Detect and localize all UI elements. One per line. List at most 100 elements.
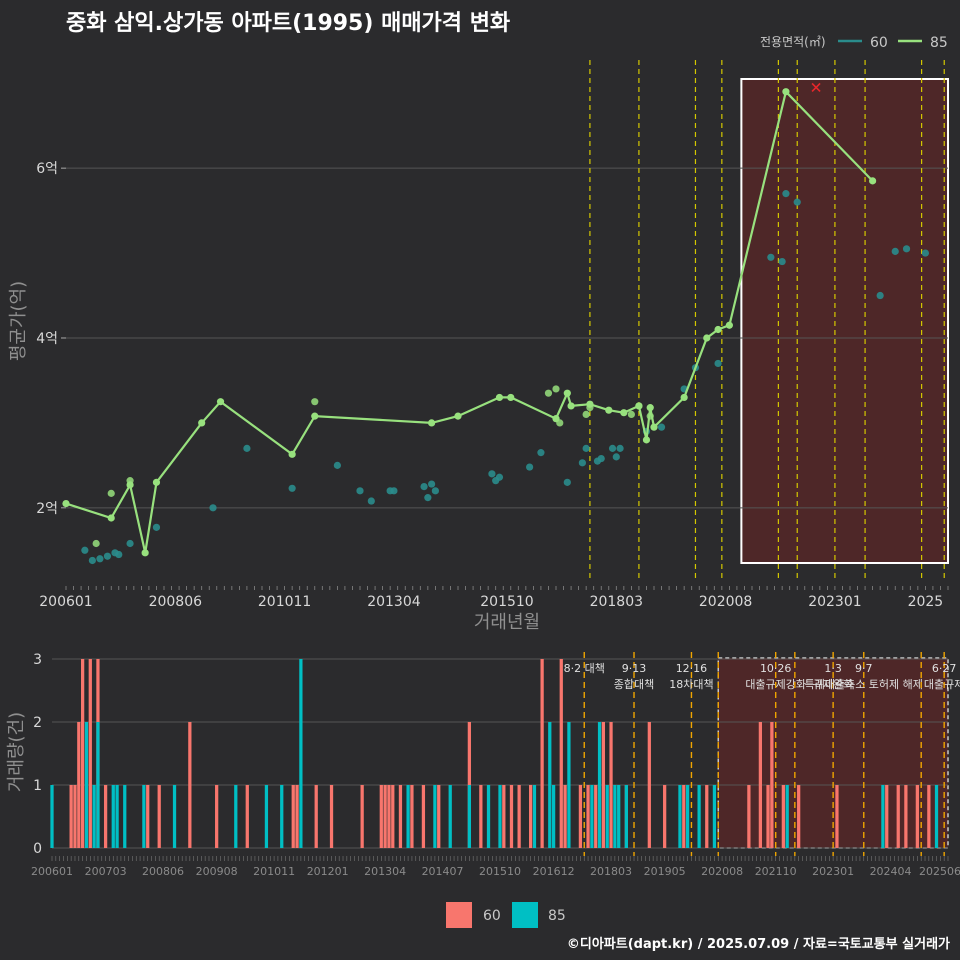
point-60 <box>563 478 571 486</box>
legend-label-85: 85 <box>930 35 948 51</box>
bar-60 <box>73 785 77 848</box>
bar-60 <box>146 785 150 848</box>
bar-60 <box>295 785 299 848</box>
bar-85 <box>172 785 177 848</box>
volume-x-tick-label: 200908 <box>196 865 238 878</box>
bar-60 <box>360 785 364 848</box>
point-60 <box>793 198 801 206</box>
bar-60 <box>781 785 785 848</box>
event-label: 9·13 <box>622 662 647 675</box>
event-label: 1·3 <box>824 662 842 675</box>
event-label: 특례대출축소 토허제 해제 <box>805 677 923 691</box>
y-tick-label: 6억 <box>36 161 58 177</box>
bar-85 <box>84 722 89 848</box>
bar-60 <box>904 785 908 848</box>
event-label: 8·2 대책 <box>564 662 605 675</box>
bar-60 <box>594 785 598 848</box>
bar-60 <box>578 785 583 848</box>
point-60 <box>578 459 586 467</box>
volume-x-tick-label: 200806 <box>142 865 184 878</box>
point-60 <box>356 487 364 495</box>
point-85 <box>152 478 161 486</box>
point-60 <box>88 556 96 565</box>
bar-60 <box>398 785 403 848</box>
bar-60 <box>766 785 770 848</box>
bar-85 <box>548 722 552 848</box>
volume-x-tick-label: 201612 <box>533 865 575 878</box>
point-85 <box>311 398 319 406</box>
bar-legend-label-85: 85 <box>548 908 566 924</box>
bar-60 <box>529 785 533 848</box>
bar-85 <box>590 785 594 848</box>
point-85 <box>563 389 571 397</box>
point-60 <box>657 423 666 431</box>
event-label: 대출규제 <box>924 678 960 691</box>
point-60 <box>420 482 428 491</box>
volume-x-tick-label: 201407 <box>422 865 464 878</box>
volume-x-tick-label: 202404 <box>870 865 912 878</box>
bar-60 <box>245 785 249 848</box>
bar-60 <box>705 785 709 848</box>
bar-60 <box>502 785 506 848</box>
point-85 <box>703 334 711 342</box>
point-60 <box>333 461 341 469</box>
point-85 <box>586 400 594 408</box>
bar-85 <box>299 659 303 848</box>
bar-85 <box>605 785 609 848</box>
bar-60 <box>188 722 192 848</box>
point-60 <box>767 253 775 261</box>
point-85 <box>680 393 688 402</box>
volume-x-tick-label: 201905 <box>644 865 686 878</box>
volume-y-tick-label: 1 <box>33 778 42 794</box>
bar-85 <box>448 785 452 848</box>
point-60 <box>921 249 929 257</box>
bar-85 <box>92 785 96 848</box>
bar-85 <box>617 785 621 848</box>
volume-x-tick-label: 201803 <box>590 865 632 878</box>
bar-60 <box>517 785 521 848</box>
x-tick-label: 201803 <box>590 594 643 610</box>
point-60 <box>537 449 545 457</box>
point-60 <box>431 487 439 495</box>
bar-60 <box>103 785 108 848</box>
volume-y-tick-label: 2 <box>33 715 42 731</box>
bar-60 <box>157 785 161 848</box>
x-tick-label: 202301 <box>808 594 861 610</box>
bar-85 <box>406 785 410 848</box>
bar-85 <box>934 785 939 848</box>
event-label: 6·27 <box>932 662 957 675</box>
point-60 <box>902 245 911 253</box>
point-60 <box>367 497 375 505</box>
bar-60 <box>758 722 763 848</box>
point-60 <box>612 453 620 461</box>
bar-60 <box>77 722 81 848</box>
area-legend: 전용면적(㎡) 60 85 <box>760 35 948 51</box>
chart-title: 중화 삼익.상가동 아파트(1995) 매매가격 변화 <box>66 11 510 36</box>
volume-x-tick-label: 200601 <box>31 865 73 878</box>
bar-85 <box>697 785 701 848</box>
volume-x-tick-label: 201510 <box>479 865 521 878</box>
legend-swatch-85 <box>512 902 538 928</box>
y-axis-title: 평균가(억) <box>8 281 29 361</box>
bar-85 <box>50 785 54 848</box>
point-85 <box>198 419 206 427</box>
point-60 <box>424 494 432 502</box>
point-60 <box>243 444 251 452</box>
point-60 <box>876 291 884 300</box>
bar-85 <box>532 785 537 848</box>
x-tick-label: 200806 <box>149 594 203 610</box>
bar-60 <box>682 785 686 848</box>
point-85 <box>454 412 462 420</box>
bar-60 <box>215 785 219 848</box>
bar-85 <box>111 785 115 848</box>
bar-85 <box>142 785 146 848</box>
point-60 <box>488 470 496 478</box>
volume-y-tick-label: 3 <box>33 652 42 668</box>
point-85 <box>428 419 436 427</box>
bar-85 <box>234 785 238 848</box>
bar-60 <box>915 785 919 848</box>
bar-60 <box>586 785 590 848</box>
volume-x-tick-label: 201011 <box>253 865 295 878</box>
point-85 <box>62 499 70 508</box>
x-tick-label: 201510 <box>480 594 533 610</box>
